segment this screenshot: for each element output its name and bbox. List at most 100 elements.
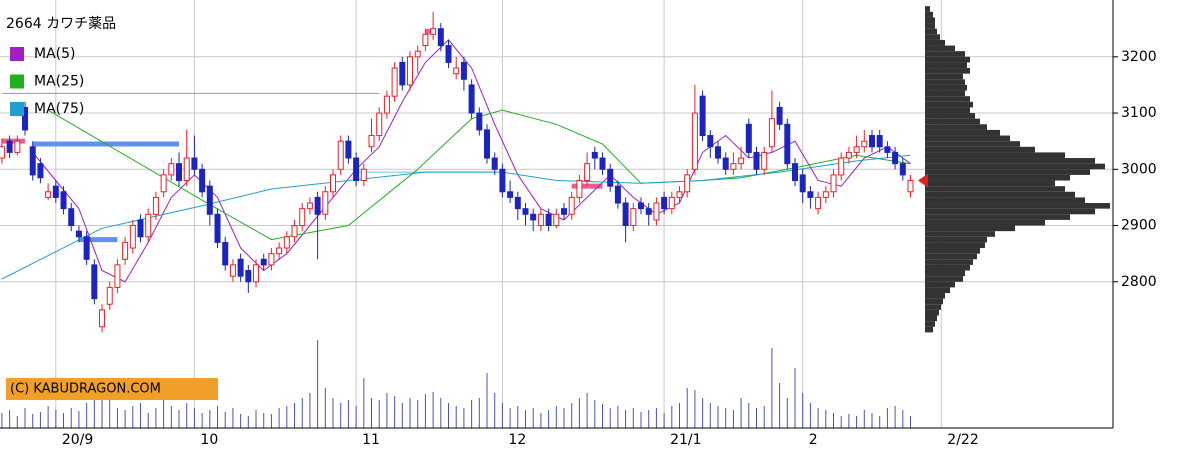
chart-title: 2664 カワチ薬品 [6, 16, 116, 32]
candle-body [792, 163, 798, 182]
candle-body [106, 286, 113, 305]
legend-swatch [10, 74, 24, 89]
candle-body [314, 196, 321, 215]
profile-bar [925, 225, 1015, 232]
profile-bar [925, 113, 975, 119]
candle-body [60, 191, 67, 210]
candle-body [460, 61, 467, 80]
candle-body [291, 225, 298, 238]
candle-body [191, 157, 198, 170]
profile-bar [925, 281, 955, 288]
profile-bar [925, 6, 930, 12]
candle-body [599, 157, 606, 170]
profile-bar [925, 214, 1070, 220]
candle-body [214, 213, 221, 243]
candle-body [738, 157, 745, 165]
candle-body [183, 157, 190, 182]
candle-body [876, 135, 883, 148]
profile-bar [925, 186, 1065, 192]
candle-body [276, 247, 283, 255]
candle-body [853, 146, 860, 153]
candle-body [306, 202, 313, 210]
candle-body [237, 258, 244, 277]
candle-body [45, 191, 52, 198]
candle-body [861, 140, 868, 148]
profile-bar [925, 129, 1000, 136]
candle-body [668, 196, 675, 210]
profile-bar [925, 146, 1035, 153]
candle-body [484, 129, 491, 159]
candle-body [29, 146, 36, 176]
profile-bar [925, 304, 941, 310]
legend: 2664 カワチ薬品 MA(5) MA(25) MA(75) [6, 16, 116, 117]
candle-body [822, 191, 829, 198]
profile-bar [925, 315, 937, 322]
candle-body [391, 67, 398, 97]
candle-body [638, 202, 645, 210]
profile-bar [925, 169, 1090, 175]
profile-bar [925, 264, 970, 271]
legend-label: MA(5) [34, 46, 76, 62]
profile-bar [925, 321, 935, 327]
candle-body [168, 163, 175, 176]
profile-bar [925, 28, 937, 35]
candle-body [576, 180, 583, 198]
candle-body [407, 56, 414, 86]
profile-bar [925, 287, 950, 294]
profile-bar [925, 23, 935, 29]
candle-body [537, 213, 544, 227]
volume [1, 340, 911, 428]
candle-body [445, 45, 452, 63]
profile-bar [925, 68, 970, 74]
candle-body [52, 185, 59, 198]
candle-body [253, 264, 260, 283]
candle-body [229, 264, 236, 277]
y-tick-label: 2900 [1121, 218, 1157, 234]
legend-label: MA(25) [34, 74, 84, 90]
profile-bar [925, 79, 965, 85]
candle-body [414, 50, 421, 58]
profile-bar [925, 118, 980, 125]
axes: 2800 2900 3000 3100 3200 20/9 10 11 12 21/1 2 2/22 [0, 0, 1157, 448]
candle-body [630, 208, 637, 227]
last-price-marker [918, 173, 928, 188]
profile-bar [925, 231, 995, 237]
candle-body [622, 202, 629, 227]
candle-body [522, 208, 529, 215]
candle-body [530, 213, 537, 221]
x-tick-label: 21/1 [670, 432, 701, 448]
candle-body [838, 157, 845, 176]
candle-body [499, 168, 506, 193]
candle-body [345, 140, 352, 159]
profile-bar [925, 158, 1095, 164]
x-tick-label: 12 [508, 432, 526, 448]
candle-body [591, 151, 598, 159]
candle-body [160, 174, 167, 193]
candle-body [899, 163, 906, 176]
candle-body [114, 264, 121, 288]
copyright-box [6, 378, 218, 400]
profile-bar [925, 141, 1020, 147]
candle-body [645, 208, 652, 215]
profile-bar [925, 248, 980, 254]
profile-bar [925, 326, 933, 333]
candle-body [568, 196, 575, 215]
candle-body [807, 191, 814, 198]
candle-body [206, 185, 213, 215]
candle-body [722, 157, 729, 170]
profile-bar [925, 62, 967, 69]
profile-bar [925, 39, 945, 46]
candle-body [137, 219, 144, 238]
candle-body [830, 174, 837, 193]
candle-body [99, 309, 106, 328]
legend-swatch [10, 47, 24, 61]
volume-profile [925, 6, 1110, 333]
profile-bar [925, 124, 987, 130]
profile-bar [925, 236, 987, 243]
candle-body [845, 151, 852, 159]
candle-body [353, 157, 360, 182]
candle-body [68, 208, 75, 227]
x-tick-label: 20/9 [62, 432, 93, 448]
profile-bar [925, 163, 1105, 170]
candle-body [260, 258, 267, 266]
